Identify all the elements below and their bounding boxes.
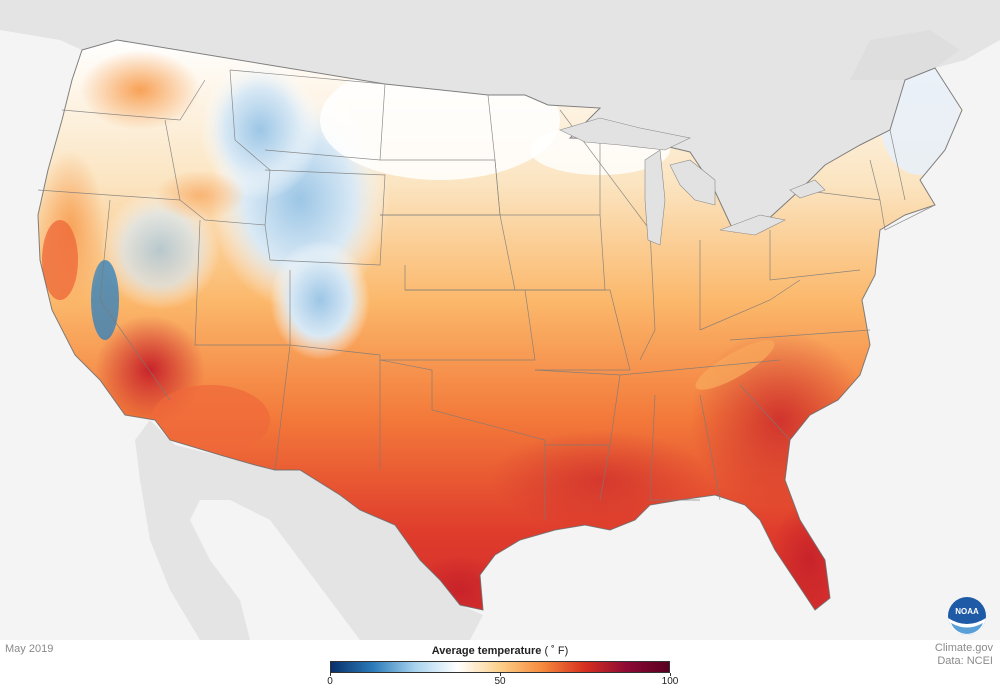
footer: May 2019 Average temperature ( ˚ F) 0 50 1… [0,640,1000,690]
legend-tick-label: 50 [494,676,506,687]
state-boundaries [37,39,963,611]
period-label: May 2019 [5,643,54,655]
legend-tick-mark [499,673,501,676]
color-scale-bar [330,661,670,673]
legend-title-text: Average temperature [431,645,542,657]
credit-data: Data: NCEI [937,655,993,667]
noaa-logo-icon: NOAA [948,597,986,635]
legend-tick-mark [669,673,671,676]
legend-unit: ( ˚ F) [544,645,569,657]
surrounding-land [0,0,1000,640]
legend-tick-mark [329,673,331,676]
map-panel: NOAA [0,0,1000,640]
legend-title: Average temperature ( ˚ F) [330,645,670,657]
credit: Climate.gov Data: NCEI [935,642,993,668]
noaa-logo-text: NOAA [955,607,979,616]
credit-source: Climate.gov [934,642,993,654]
temperature-map [0,0,1000,640]
legend-tick-label: 0 [327,676,333,687]
legend-tick-label: 100 [661,676,679,687]
great-lakes [559,117,826,246]
